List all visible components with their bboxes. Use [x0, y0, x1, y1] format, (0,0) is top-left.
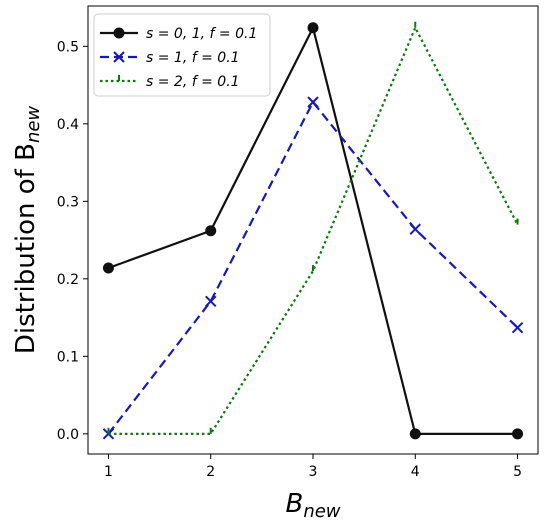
ticks: 1 2 3 4 5 0.0 0.1 0.2 0.3 0.4 0.5	[57, 39, 522, 480]
legend-marker	[113, 51, 125, 63]
legend-box	[93, 13, 271, 97]
legend-entry-2: s = 2, f = 0.1	[100, 74, 240, 90]
series-2	[107, 21, 519, 435]
y-tick-label: 0.4	[57, 117, 79, 133]
x-tick-label: 1	[104, 464, 113, 480]
data-point	[409, 223, 421, 235]
legend-label: s = 2, f = 0.1	[146, 74, 240, 90]
legend-entry-0: s = 0, 1, f = 0.1	[100, 26, 257, 42]
legend-items: s = 0, 1, f = 0.1 s = 1, f = 0.1 s = 2, f …	[100, 26, 257, 90]
legend-marker	[113, 27, 125, 39]
y-tick-label: 0.5	[57, 39, 79, 55]
x-axis-title: Bnew	[285, 489, 340, 522]
y-axis-title: Distribution of Bnew	[11, 106, 44, 355]
x-tick-label: 5	[513, 464, 522, 480]
legend: s = 0, 1, f = 0.1 s = 1, f = 0.1 s = 2, f …	[93, 13, 271, 97]
y-axis-title-main: Distribution of B	[11, 143, 41, 354]
x-axis-title-main: B	[285, 489, 303, 519]
legend-label: s = 1, f = 0.1	[146, 50, 240, 66]
y-tick-label: 0.3	[57, 194, 79, 210]
legend-entry-1: s = 1, f = 0.1	[100, 50, 240, 66]
data-point	[307, 22, 319, 34]
data-point	[307, 96, 319, 108]
x-tick-label: 3	[309, 464, 318, 480]
data-point	[512, 428, 524, 440]
legend-label: s = 0, 1, f = 0.1	[146, 26, 257, 42]
series-0	[102, 22, 524, 440]
y-tick-label: 0.1	[57, 349, 79, 365]
x-tick-label: 2	[206, 464, 215, 480]
series-layer	[102, 21, 524, 440]
y-tick-label: 0.2	[57, 272, 79, 288]
data-point	[511, 321, 524, 334]
y-axis-title-sub: new	[23, 106, 44, 143]
data-point	[205, 295, 217, 308]
x-tick-label: 4	[411, 464, 420, 480]
y-tick-label: 0.0	[57, 427, 79, 443]
x-axis-title-sub: new	[303, 501, 340, 522]
series-line-2	[108, 25, 519, 435]
data-point	[409, 428, 421, 440]
data-point	[102, 262, 114, 274]
data-point	[205, 225, 217, 237]
